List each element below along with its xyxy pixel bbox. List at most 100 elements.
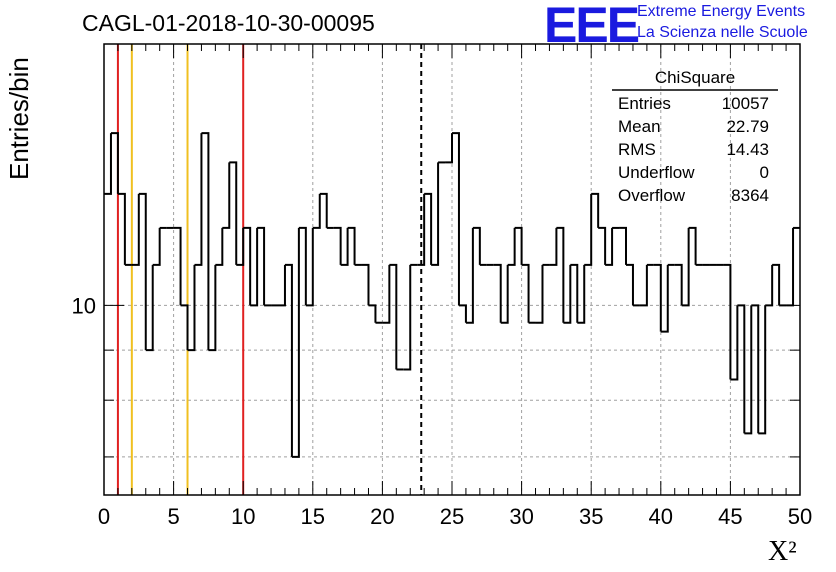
logo-line-1: Extreme Energy Events — [637, 3, 806, 20]
histogram-bin-68 — [577, 264, 586, 324]
histogram-bin-91 — [737, 304, 746, 434]
histogram-bin-80 — [660, 264, 669, 333]
x-tick-label-8: 40 — [649, 504, 673, 529]
histogram-bin-16 — [215, 227, 224, 266]
histogram-bin-25 — [278, 264, 286, 307]
histogram-bin-14 — [201, 132, 210, 351]
x-axis-label: X² — [768, 536, 797, 567]
histogram-bin-59 — [514, 226, 523, 265]
histogram-bin-18 — [229, 161, 238, 265]
x-tick-label-4: 20 — [370, 504, 394, 529]
histogram-bin-84 — [688, 226, 697, 265]
histogram-bin-15 — [208, 264, 217, 352]
stat-value-entries: 10057 — [721, 94, 769, 113]
histogram-bin-38 — [368, 304, 377, 323]
histogram-bin-12 — [187, 264, 196, 352]
histogram-bin-28 — [298, 226, 307, 306]
x-tick-label-9: 45 — [718, 504, 742, 529]
x-tick-label-5: 25 — [440, 504, 464, 529]
stat-label-underflow: Underflow — [618, 163, 695, 182]
histogram-bin-98 — [786, 227, 795, 307]
x-tick-label-1: 5 — [167, 504, 179, 529]
histogram-bin-11 — [180, 304, 189, 351]
histogram-bin-75 — [626, 263, 634, 306]
histogram-bin-58 — [507, 227, 516, 266]
histogram-bin-92 — [744, 305, 753, 435]
histogram-bin-65 — [556, 226, 565, 323]
logo-line-2: La Scienza nelle Scuole — [637, 24, 808, 41]
histogram-bin-35 — [347, 226, 356, 265]
histogram-bin-29 — [305, 227, 314, 307]
histogram-bin-17 — [222, 162, 231, 229]
histogram-bin-5 — [138, 192, 147, 351]
histogram-bin-64 — [549, 227, 558, 266]
histogram-bin-50 — [452, 132, 460, 306]
histogram-bin-1 — [110, 132, 119, 194]
histogram-bin-79 — [653, 263, 662, 332]
histogram-bin-7 — [152, 227, 161, 266]
histogram-bin-57 — [500, 264, 509, 324]
histogram-bin-4 — [131, 193, 140, 266]
histogram-bin-46 — [424, 192, 433, 265]
histogram-bin-52 — [465, 227, 474, 324]
histogram-bin-20 — [243, 226, 252, 306]
histogram-bin-26 — [284, 263, 293, 457]
histogram-bin-82 — [674, 263, 683, 306]
histogram-bin-60 — [521, 263, 530, 323]
histogram-bin-53 — [472, 226, 481, 265]
histogram-bin-6 — [145, 264, 154, 352]
histogram-bin-51 — [458, 304, 467, 323]
x-tick-label-6: 30 — [509, 504, 533, 529]
histogram-bin-34 — [340, 227, 349, 266]
histogram-bin-83 — [681, 227, 690, 307]
histogram-bin-45 — [417, 193, 426, 266]
stat-value-mean: 22.79 — [726, 117, 769, 136]
histogram-bin-40 — [382, 264, 391, 324]
x-tick-label-3: 15 — [301, 504, 325, 529]
histogram-bin-47 — [431, 162, 440, 266]
y-axis-label: Entries/bin — [4, 57, 34, 180]
histogram-bin-71 — [598, 226, 607, 265]
histogram-bin-21 — [250, 227, 259, 307]
histogram-bin-2 — [117, 192, 126, 265]
histogram-bin-49 — [445, 133, 453, 164]
histogram-bin-13 — [194, 133, 203, 266]
histogram-bin-72 — [605, 227, 614, 266]
histogram-bin-41 — [389, 263, 398, 370]
chart-title: CAGL-01-2018-10-30-00095 — [82, 10, 375, 36]
stats-title: ChiSquare — [654, 68, 736, 87]
histogram-bin-96 — [772, 263, 781, 306]
stat-label-entries: Entries — [618, 94, 671, 113]
x-tick-label-7: 35 — [579, 504, 603, 529]
histogram-bin-94 — [758, 305, 767, 435]
x-tick-label-0: 0 — [98, 504, 110, 529]
stat-value-overflow: 8364 — [731, 186, 769, 205]
histogram-bin-66 — [563, 264, 572, 324]
stat-value-rms: 14.43 — [726, 140, 769, 159]
stat-value-underflow: 0 — [759, 163, 769, 182]
histogram-bin-37 — [361, 263, 370, 306]
histogram-bin-30 — [312, 193, 321, 229]
histogram-bin-74 — [619, 226, 627, 265]
histogram-bin-27 — [291, 227, 300, 458]
histogram-bin-19 — [236, 227, 245, 266]
histogram-bin-90 — [730, 305, 739, 381]
y-tick-label: 10 — [72, 293, 96, 318]
histogram-bin-69 — [584, 193, 593, 266]
x-tick-label-10: 50 — [788, 504, 812, 529]
stat-label-rms: RMS — [618, 140, 656, 159]
eee-logo: EEE — [544, 0, 640, 53]
stat-label-mean: Mean — [618, 117, 661, 136]
histogram-bin-0 — [104, 133, 112, 195]
histogram-bin-22 — [257, 226, 266, 306]
histogram-bin-56 — [493, 263, 502, 323]
histogram-bin-62 — [535, 264, 544, 324]
histogram-bin-31 — [319, 192, 328, 228]
histogram-bin-33 — [333, 226, 342, 265]
histogram-bin-67 — [570, 263, 579, 323]
histogram-bin-77 — [639, 264, 648, 307]
histogram-bin-93 — [751, 304, 760, 434]
histogram-bin-10 — [173, 226, 182, 306]
histogram-bin-70 — [591, 192, 600, 228]
